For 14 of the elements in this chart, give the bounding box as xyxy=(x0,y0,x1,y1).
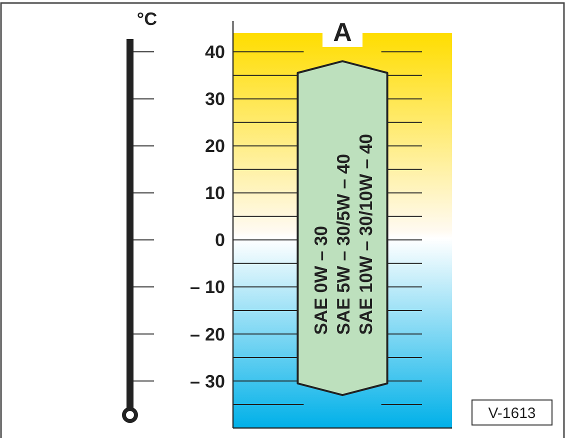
y-axis-title: °C xyxy=(136,9,158,29)
text: V-1613 xyxy=(488,405,536,422)
y-tick-label: 40 xyxy=(204,42,225,62)
y-tick-label: 0 xyxy=(214,230,225,250)
y-tick-label: – 20 xyxy=(190,324,225,344)
chart-title: A xyxy=(333,17,352,47)
text: SAE 0W – 30 xyxy=(311,226,332,335)
text: SAE 10W – 30/10W – 40 xyxy=(356,134,376,335)
y-tick-label: 30 xyxy=(204,89,225,110)
y-tick-label: – 10 xyxy=(190,277,225,298)
text: SAE 5W – 30/5W – 40 xyxy=(334,154,354,335)
y-tick-label: – 30 xyxy=(190,371,225,392)
y-tick-label: 10 xyxy=(204,183,225,204)
y-tick-label: 20 xyxy=(204,136,225,156)
